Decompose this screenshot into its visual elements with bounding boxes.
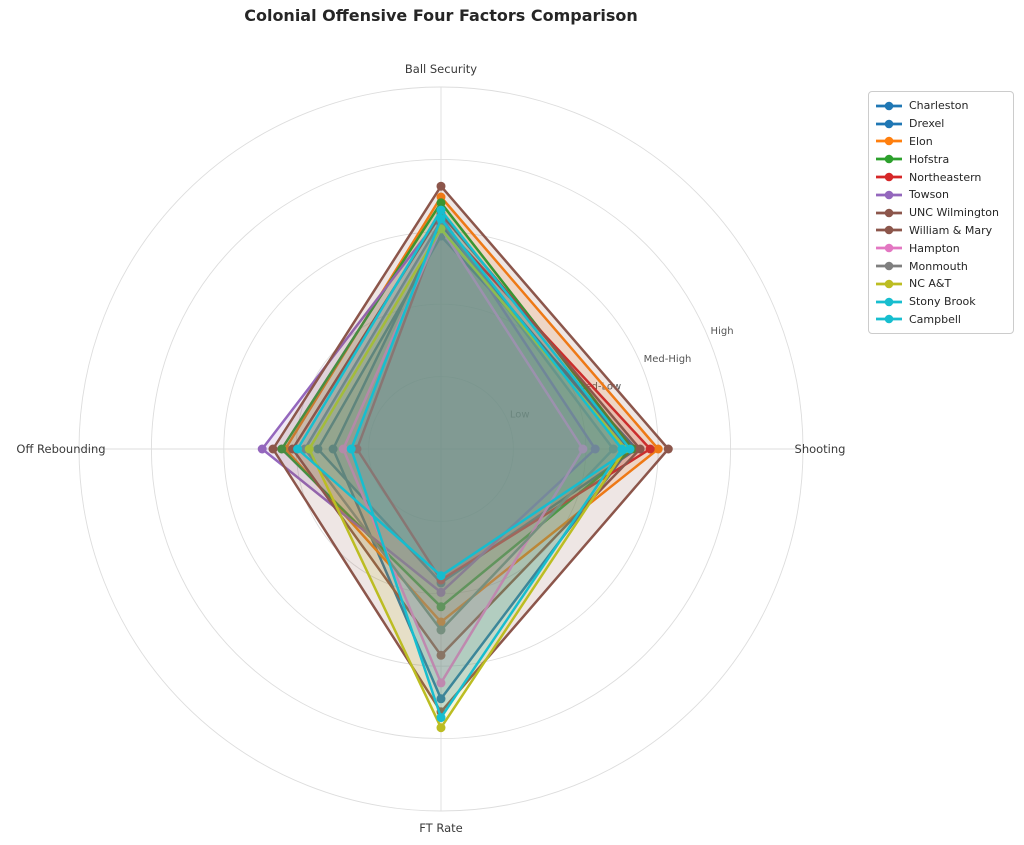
radial-tick-label-med-low: Med-Low [577, 382, 621, 393]
legend-item-unc-wilmington: UNC Wilmington [875, 204, 1007, 222]
series-fill [285, 197, 659, 622]
series-fill [351, 218, 622, 718]
series-marker-ball-security [436, 181, 446, 191]
series-fill [357, 223, 651, 580]
radar-series-stony-brook [293, 205, 635, 581]
legend-item-monmouth: Monmouth [875, 257, 1007, 275]
series-marker-shooting [653, 444, 663, 454]
series-marker-ft-rate [436, 678, 446, 688]
series-marker-ft-rate [436, 713, 446, 723]
series-marker-ft-rate [436, 587, 446, 597]
legend-marker-icon [876, 172, 902, 182]
series-marker-ball-security [436, 214, 446, 224]
series-marker-ft-rate [436, 723, 446, 733]
legend-label: Towson [909, 188, 950, 202]
legend-label: UNC Wilmington [909, 206, 999, 220]
series-marker-shooting [625, 444, 635, 454]
legend-item-william-mary: William & Mary [875, 222, 1007, 240]
legend-marker-icon [876, 243, 902, 253]
legend-item-drexel: Drexel [875, 115, 1007, 133]
series-fill [333, 224, 630, 699]
series-marker-shooting [645, 444, 655, 454]
legend-marker-icon [876, 119, 902, 128]
axis-label-ft-rate: FT Rate [419, 821, 462, 835]
radial-tick-label-med-high: Med-High [644, 354, 692, 365]
legend-marker-icon [876, 315, 902, 324]
series-marker-shooting [617, 444, 627, 454]
legend: Charleston Drexel Elon Hofstra Northeastern T… [868, 91, 1014, 335]
series-marker-shooting [590, 444, 600, 454]
series-fill [297, 210, 630, 576]
series-marker-shooting [578, 444, 588, 454]
series-marker-off-rebounding [328, 444, 338, 454]
axis-label-shooting: Shooting [795, 442, 846, 456]
series-marker-ft-rate [436, 650, 446, 660]
legend-item-stony-brook: Stony Brook [875, 293, 1007, 311]
legend-label: Stony Brook [909, 295, 976, 309]
series-marker-shooting [608, 444, 618, 454]
legend-marker-icon [876, 137, 902, 146]
series-marker-off-rebounding [257, 444, 267, 454]
radar-series-campbell [346, 214, 627, 723]
series-fill [304, 220, 614, 630]
legend-label: Hampton [909, 241, 960, 255]
series-marker-ft-rate [436, 617, 446, 627]
legend-label: Hofstra [909, 152, 950, 166]
legend-marker-icon [876, 279, 902, 289]
legend-item-northeastern: Northeastern [875, 168, 1007, 186]
legend-marker-icon [876, 261, 902, 271]
series-marker-off-rebounding [277, 444, 287, 454]
series-marker-ft-rate [436, 694, 446, 704]
radial-tick-label-low: Low [510, 409, 530, 420]
series-fill [317, 236, 637, 583]
legend-marker-icon [876, 190, 902, 200]
legend-item-elon: Elon [875, 133, 1007, 151]
legend-marker-icon [876, 154, 902, 164]
legend-item-hofstra: Hofstra [875, 150, 1007, 168]
legend-marker-icon [876, 226, 902, 235]
series-marker-off-rebounding [304, 444, 314, 454]
radial-tick-label-high: High [711, 326, 734, 337]
series-marker-ball-security [436, 198, 446, 208]
legend-item-towson: Towson [875, 186, 1007, 204]
series-marker-off-rebounding [293, 444, 303, 454]
legend-label: Drexel [909, 117, 945, 131]
axis-label-off-rebounding: Off Rebounding [16, 442, 105, 456]
axis-label-ball-security: Ball Security [405, 62, 477, 76]
legend-label: Monmouth [909, 259, 968, 273]
legend-marker-icon [876, 208, 902, 217]
legend-marker-icon [876, 297, 902, 306]
series-marker-off-rebounding [338, 444, 348, 454]
series-marker-off-rebounding [268, 444, 278, 454]
series-marker-off-rebounding [313, 444, 323, 454]
legend-label: Campbell [909, 312, 961, 326]
series-marker-shooting [663, 444, 673, 454]
chart-title: Colonial Offensive Four Factors Comparis… [244, 6, 638, 25]
series-marker-ball-security [436, 205, 446, 215]
series-marker-shooting [635, 444, 645, 454]
series-fill [262, 215, 596, 593]
legend-item-hampton: Hampton [875, 239, 1007, 257]
legend-label: Elon [909, 134, 933, 148]
series-marker-ft-rate [436, 625, 446, 635]
series-marker-ft-rate [436, 571, 446, 581]
series-fill [343, 228, 583, 683]
legend-item-nc-a-t: NC A&T [875, 275, 1007, 293]
series-marker-off-rebounding [346, 444, 356, 454]
legend-marker-icon [876, 101, 902, 111]
legend-label: Charleston [909, 99, 969, 113]
series-marker-ft-rate [436, 602, 446, 612]
legend-item-charleston: Charleston [875, 97, 1007, 115]
legend-label: NC A&T [909, 277, 952, 291]
legend-item-campbell: Campbell [875, 311, 1007, 329]
legend-label: Northeastern [909, 170, 982, 184]
legend-label: William & Mary [909, 223, 993, 237]
